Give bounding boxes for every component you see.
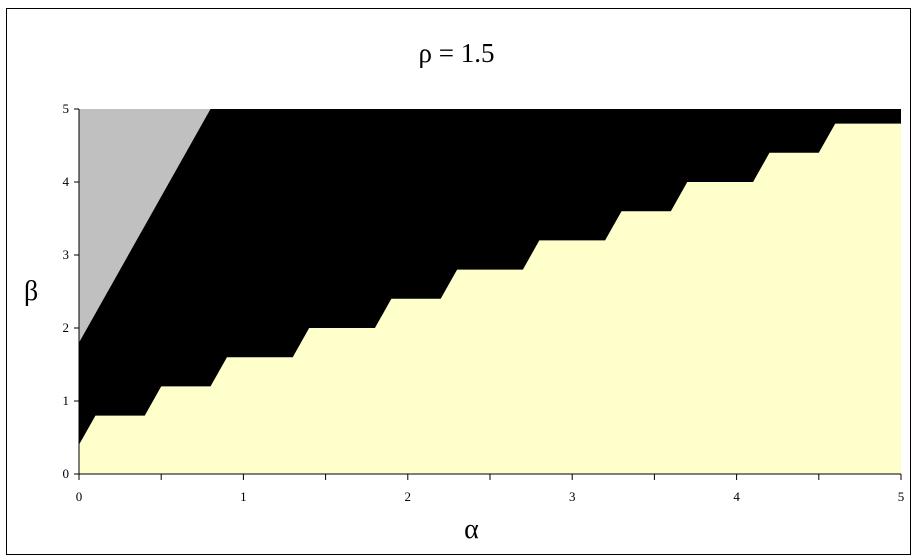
y-tick-label: 2 (63, 320, 70, 335)
x-tick-label: 3 (569, 489, 576, 504)
x-axis-label: α (464, 514, 479, 545)
y-tick-label: 3 (63, 247, 70, 262)
x-tick-label: 1 (240, 489, 247, 504)
x-tick-label: 0 (76, 489, 83, 504)
x-tick-label: 2 (405, 489, 412, 504)
y-tick-label: 0 (63, 466, 70, 481)
y-tick-label: 4 (63, 174, 70, 189)
x-tick-label: 5 (898, 489, 905, 504)
region-2 (79, 123, 901, 474)
x-tick-label: 4 (733, 489, 740, 504)
y-tick-label: 5 (63, 101, 70, 116)
region-1 (79, 109, 211, 343)
y-tick-label: 1 (63, 393, 70, 408)
chart-title: ρ = 1.5 (418, 38, 495, 68)
y-axis-label: β (24, 276, 39, 307)
